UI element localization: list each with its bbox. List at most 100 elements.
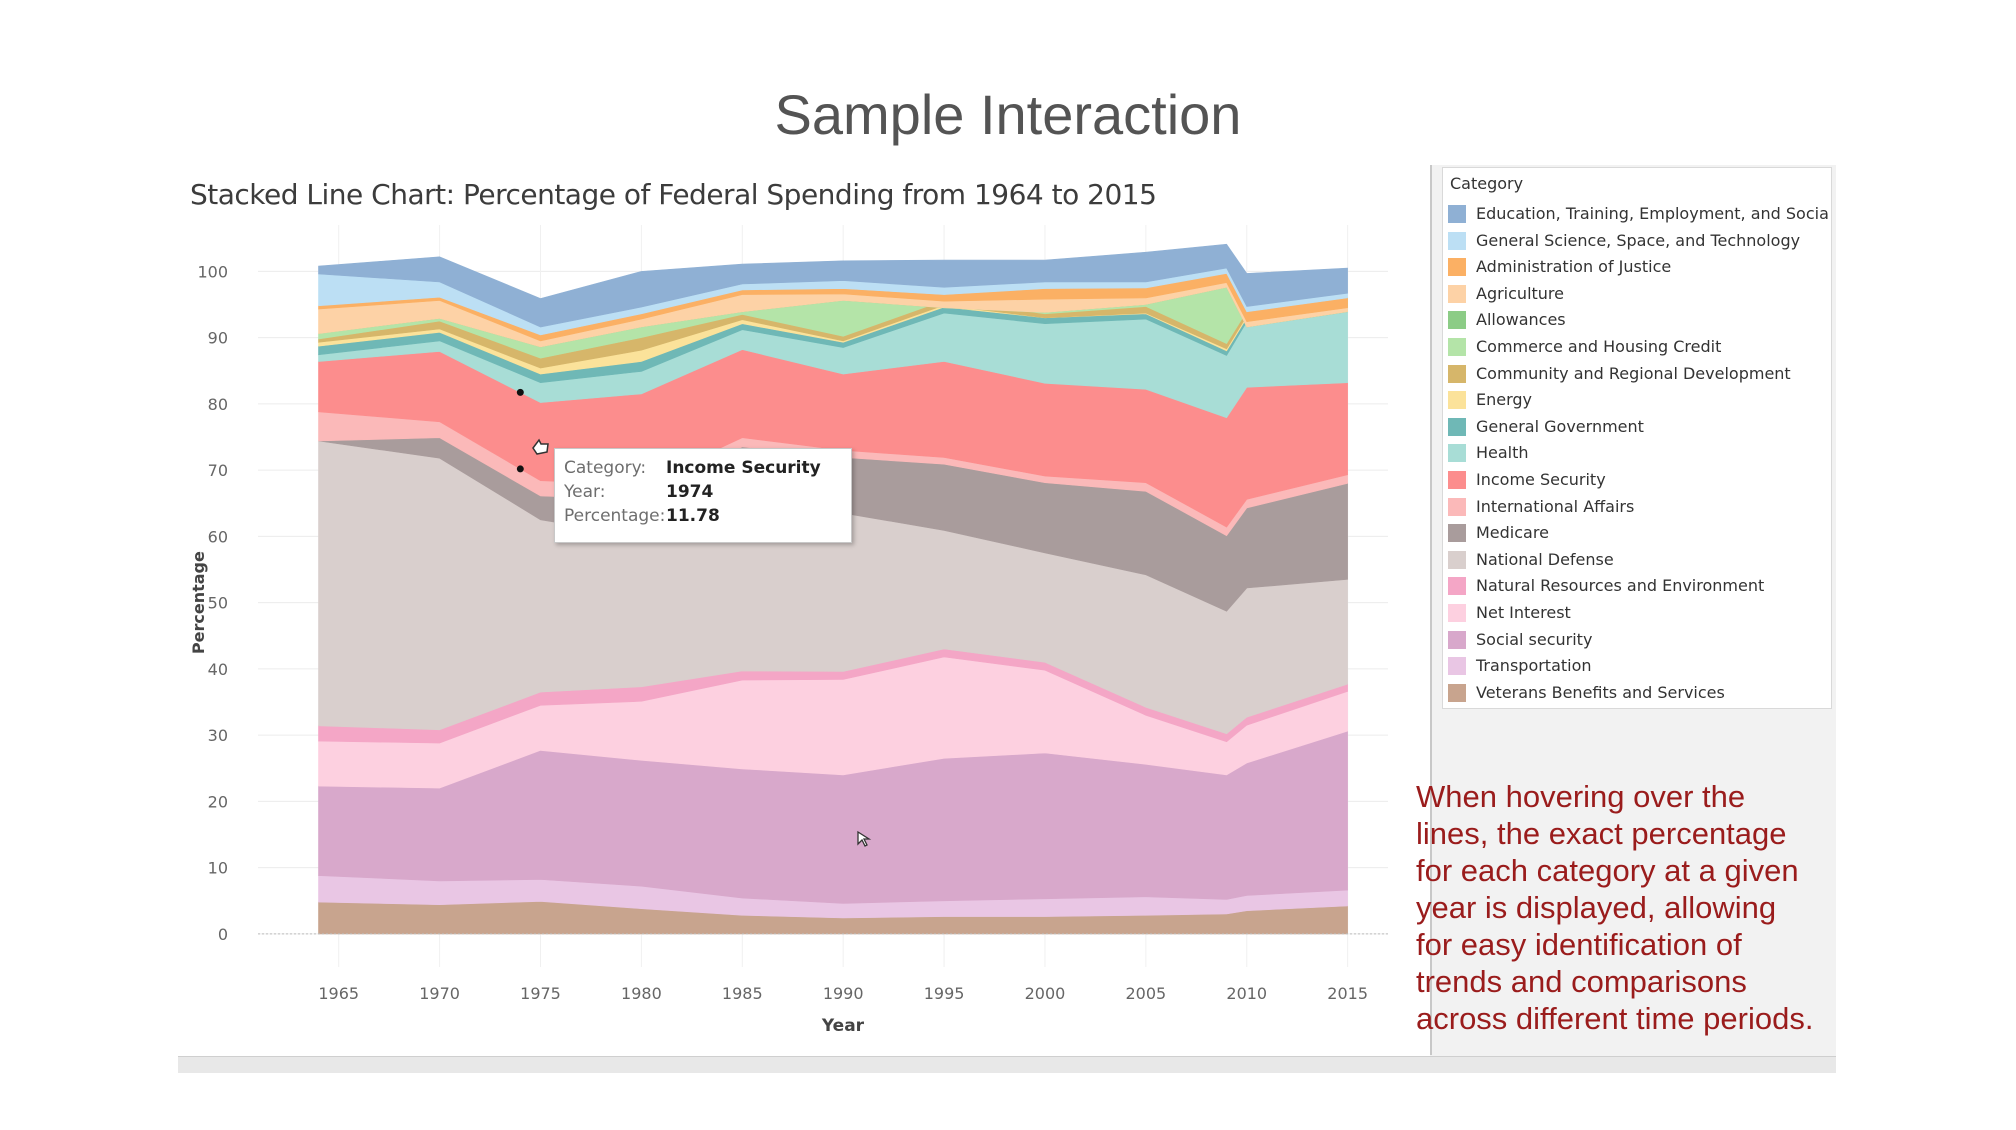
legend-swatch: [1448, 630, 1466, 649]
legend-item-general-science-space-and-technology[interactable]: General Science, Space, and Technology: [1448, 229, 1828, 251]
legend-item-community-and-regional-development[interactable]: Community and Regional Development: [1448, 362, 1828, 384]
legend-label: National Defense: [1476, 549, 1614, 569]
legend-label: Medicare: [1476, 523, 1549, 543]
legend-swatch: [1448, 550, 1466, 569]
legend-item-administration-of-justice[interactable]: Administration of Justice: [1448, 255, 1828, 277]
panel-divider: [1430, 165, 1432, 1055]
legend-item-veterans-benefits-and-services[interactable]: Veterans Benefits and Services: [1448, 681, 1828, 703]
legend-item-allowances[interactable]: Allowances: [1448, 308, 1828, 330]
legend-item-transportation[interactable]: Transportation: [1448, 654, 1828, 676]
x-tick-label: 2015: [1327, 984, 1368, 1003]
bottom-scrollbar[interactable]: [178, 1056, 1836, 1073]
tooltip-percentage-key: Percentage:: [564, 506, 666, 526]
legend-swatch: [1448, 577, 1466, 596]
tooltip-year-key: Year:: [564, 482, 606, 502]
x-tick-label: 1975: [520, 984, 561, 1003]
y-tick-label: 100: [197, 262, 228, 281]
y-tick-label: 80: [208, 395, 228, 414]
arrow-cursor-icon: [857, 830, 872, 847]
legend-item-natural-resources-and-environment[interactable]: Natural Resources and Environment: [1448, 574, 1828, 596]
legend-label: Allowances: [1476, 310, 1566, 330]
y-tick-label: 50: [208, 594, 228, 613]
y-tick-label: 90: [208, 329, 228, 348]
legend-label: Veterans Benefits and Services: [1476, 682, 1725, 702]
legend-label: Commerce and Housing Credit: [1476, 337, 1722, 356]
legend-label: International Affairs: [1476, 496, 1635, 516]
legend-item-general-government[interactable]: General Government: [1448, 415, 1828, 437]
x-tick-label: 1965: [318, 984, 359, 1003]
x-tick-label: 1980: [621, 984, 662, 1003]
hover-marker-bottom: [516, 465, 524, 473]
hover-tooltip: Category: Income Security Year: 1974 Per…: [554, 448, 852, 543]
legend-swatch: [1448, 497, 1466, 516]
legend-item-social-security[interactable]: Social security: [1448, 628, 1828, 650]
y-tick-label: 20: [208, 792, 228, 811]
legend-swatch: [1448, 205, 1466, 223]
legend-swatch: [1448, 391, 1466, 410]
x-tick-label: 1995: [924, 984, 965, 1003]
legend-item-agriculture[interactable]: Agriculture: [1448, 282, 1828, 304]
x-axis-label: Year: [821, 1016, 865, 1036]
legend-label: General Government: [1476, 416, 1644, 436]
legend-label: Administration of Justice: [1476, 257, 1672, 277]
legend-swatch: [1448, 657, 1466, 676]
stacked-area-chart[interactable]: 0 10 20 30 40 50 60 70 80 90 100 1965 1970 1975 1980 19…: [178, 215, 1408, 1045]
legend-label: Energy: [1476, 390, 1533, 410]
legend-label: Natural Resources and Environment: [1476, 576, 1765, 596]
y-tick-label: 10: [208, 859, 228, 878]
legend-swatch: [1448, 417, 1466, 436]
x-tick-label: 2005: [1125, 984, 1166, 1003]
legend-swatch: [1448, 364, 1466, 383]
y-tick-label: 70: [208, 461, 228, 480]
y-tick-label: 0: [218, 925, 228, 944]
tooltip-category-value: Income Security: [666, 458, 821, 478]
legend-swatch: [1448, 683, 1466, 702]
tooltip-category-key: Category:: [564, 458, 647, 478]
caption-text: When hovering over the lines, the exact …: [1416, 779, 1814, 1036]
legend-label: Income Security: [1476, 470, 1606, 489]
area-layer[interactable]: [318, 243, 1348, 935]
legend-swatch: [1448, 604, 1466, 622]
legend-swatch: [1448, 284, 1466, 303]
x-tick-label: 2000: [1025, 984, 1066, 1003]
legend-swatch: [1448, 524, 1466, 543]
legend-item-net-interest[interactable]: Net Interest: [1448, 601, 1828, 623]
x-tick-label: 1985: [722, 984, 763, 1003]
legend-label: Net Interest: [1476, 603, 1571, 622]
y-tick-label: 60: [208, 527, 228, 546]
legend-label: Community and Regional Development: [1476, 363, 1791, 383]
legend-item-health[interactable]: Health: [1448, 441, 1828, 463]
hover-marker-top: [516, 388, 524, 396]
legend-label: Health: [1476, 443, 1529, 463]
x-tick-label: 2010: [1226, 984, 1267, 1003]
legend-label: General Science, Space, and Technology: [1476, 230, 1801, 250]
x-tick-label: 1990: [823, 984, 864, 1003]
legend-item-energy[interactable]: Energy: [1448, 388, 1828, 410]
legend-item-international-affairs[interactable]: International Affairs: [1448, 495, 1828, 517]
y-tick-label: 40: [208, 660, 228, 679]
y-axis-label: Percentage: [189, 551, 208, 654]
area-education-training-employment-and-social[interactable]: [318, 243, 1348, 328]
slide-title: Sample Interaction: [774, 83, 1242, 146]
x-tick-label: 1970: [419, 984, 460, 1003]
legend-label: Agriculture: [1476, 283, 1564, 303]
legend-item-education-training-employment-and-social[interactable]: Education, Training, Employment, and Soc…: [1448, 202, 1828, 224]
legend-swatch: [1448, 258, 1466, 277]
legend-item-commerce-and-housing-credit[interactable]: Commerce and Housing Credit: [1448, 335, 1828, 357]
legend-swatch: [1448, 444, 1466, 463]
tooltip-percentage-value: 11.78: [666, 506, 720, 526]
legend-swatch: [1448, 338, 1466, 356]
legend-swatch: [1448, 471, 1466, 489]
legend-label: Social security: [1476, 629, 1593, 649]
tooltip-year-value: 1974: [666, 482, 714, 502]
legend-swatch: [1448, 311, 1466, 330]
legend-title: Category: [1450, 174, 1524, 193]
y-tick-label: 30: [208, 726, 228, 745]
hand-cursor-icon: [532, 438, 549, 455]
marker-layer: [516, 388, 524, 473]
legend-label: Education, Training, Employment, and Soc…: [1476, 204, 1828, 223]
legend-item-national-defense[interactable]: National Defense: [1448, 548, 1828, 570]
legend-item-medicare[interactable]: Medicare: [1448, 521, 1828, 543]
chart-title: Stacked Line Chart: Percentage of Federa…: [190, 178, 1157, 211]
legend-item-income-security[interactable]: Income Security: [1448, 468, 1828, 490]
